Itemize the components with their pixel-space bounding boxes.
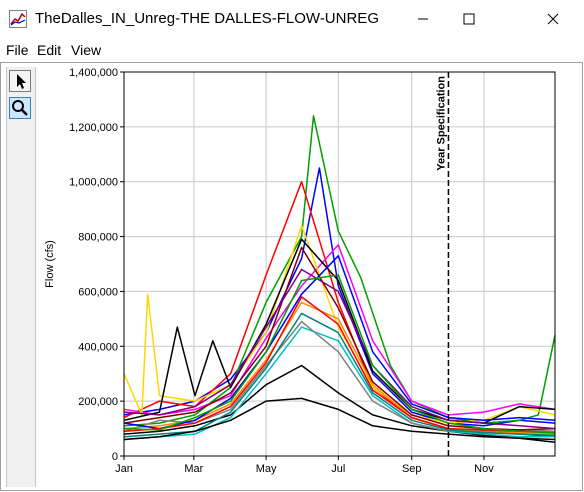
data-series-line[interactable] — [123, 364, 556, 441]
y-tick-label: 1,200,000 — [69, 122, 118, 134]
menu-file[interactable]: File — [6, 42, 29, 58]
y-tick-label: 600,000 — [78, 286, 118, 298]
tool-strip — [6, 67, 36, 487]
maximize-button[interactable] — [446, 0, 492, 38]
x-tick-label: Sep — [402, 463, 422, 475]
data-series-line[interactable] — [123, 268, 556, 430]
x-tick-label: Nov — [474, 463, 494, 475]
y-tick-label: 1,400,000 — [69, 67, 118, 79]
data-series-line[interactable] — [123, 296, 556, 434]
arrow-pointer-icon — [17, 74, 26, 89]
plot-area — [124, 72, 555, 456]
plot-border — [123, 71, 556, 457]
flow-chart[interactable]: 0 200,000 400,000 600,000 800,000 1,000,000 1,… — [35, 62, 584, 492]
window-title: TheDalles_IN_Unreg-THE DALLES-FLOW-UNREG — [35, 10, 379, 27]
x-tick-label: Jan — [115, 463, 133, 475]
magnifier-icon — [12, 100, 28, 116]
year-specification-label: Year Specification — [435, 76, 447, 171]
data-series-line[interactable] — [123, 115, 556, 427]
data-series-line[interactable] — [123, 255, 556, 430]
data-series-line[interactable] — [123, 326, 555, 441]
minimize-icon — [418, 18, 428, 20]
y-tick-label: 1,000,000 — [69, 177, 118, 189]
title-bar: TheDalles_IN_Unreg-THE DALLES-FLOW-UNREG — [0, 0, 584, 38]
y-axis-label: Flow (cfs) — [44, 240, 56, 288]
y-tick-label: 800,000 — [78, 232, 118, 244]
data-series-line[interactable] — [123, 274, 556, 434]
zoom-tool-button[interactable] — [9, 97, 31, 119]
pointer-tool-button[interactable] — [9, 70, 31, 92]
y-tick-label: 0 — [112, 451, 118, 463]
menu-view[interactable]: View — [71, 42, 102, 58]
x-tick-label: May — [256, 463, 277, 475]
data-series-line[interactable] — [123, 224, 556, 424]
y-tick-label: 200,000 — [78, 396, 118, 408]
menu-edit[interactable]: Edit — [37, 42, 62, 58]
minimize-button[interactable] — [400, 0, 446, 38]
data-series-line[interactable] — [123, 167, 556, 427]
chart-icon — [9, 10, 27, 28]
x-tick-label: Mar — [184, 463, 203, 475]
x-tick-label: Jul — [331, 463, 345, 475]
y-tick-label: 400,000 — [78, 341, 118, 353]
maximize-icon — [463, 13, 475, 25]
menu-bar: File Edit View — [0, 38, 584, 62]
data-series-line[interactable] — [123, 397, 556, 444]
close-icon — [547, 13, 559, 25]
data-series-line[interactable] — [123, 244, 556, 416]
close-button[interactable] — [530, 0, 576, 38]
